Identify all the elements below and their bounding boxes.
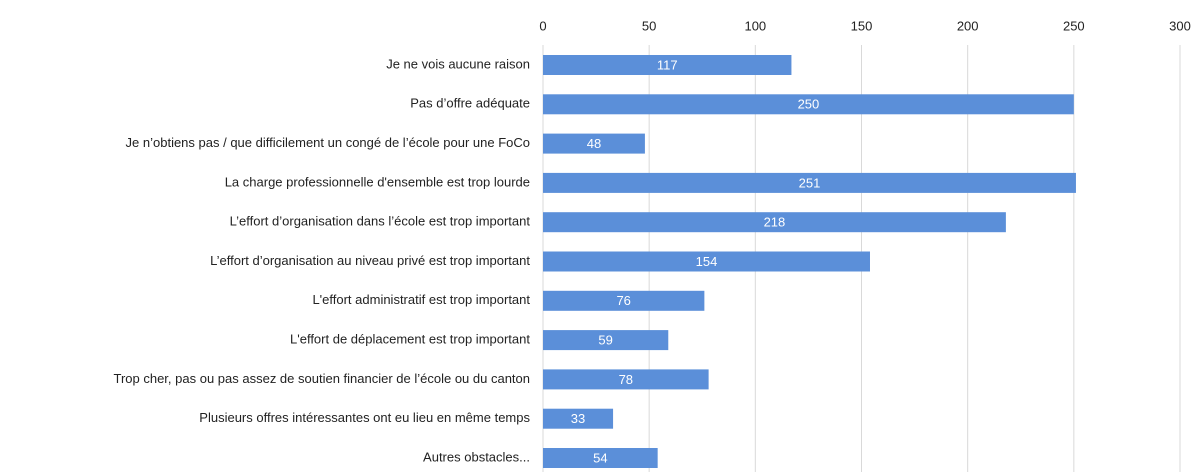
x-tick-label: 200 <box>957 18 979 33</box>
bar <box>543 290 705 311</box>
bar <box>543 55 792 75</box>
y-tick-label: L'effort de déplacement est trop importa… <box>290 332 530 347</box>
bar <box>543 448 658 468</box>
data-label: 78 <box>619 372 633 387</box>
data-label: 154 <box>696 254 718 269</box>
y-tick-label: Plusieurs offres intéressantes ont eu li… <box>199 410 530 425</box>
bar <box>543 408 614 429</box>
bar <box>543 212 1006 233</box>
data-label: 251 <box>799 175 821 190</box>
y-tick-label: Je ne vois aucune raison <box>386 56 530 71</box>
y-tick-label: Je n’obtiens pas / que difficilement un … <box>126 135 530 150</box>
x-tick-label: 250 <box>1063 18 1085 33</box>
x-tick-label: 150 <box>851 18 873 33</box>
x-tick-label: 300 <box>1169 18 1191 33</box>
y-tick-label: L’effort d’organisation dans l’école est… <box>230 214 531 229</box>
y-tick-label: L'effort administratif est trop importan… <box>312 292 530 307</box>
bar <box>543 369 709 390</box>
y-tick-label: La charge professionnelle d'ensemble est… <box>225 174 530 189</box>
y-tick-label: Trop cher, pas ou pas assez de soutien f… <box>113 371 530 386</box>
bar <box>543 172 1076 193</box>
data-label: 117 <box>657 57 678 72</box>
x-tick-label: 0 <box>539 18 546 33</box>
data-label: 54 <box>593 450 607 465</box>
data-label: 59 <box>598 333 612 348</box>
bar <box>543 94 1074 115</box>
x-tick-label: 100 <box>744 18 766 33</box>
x-tick-label: 50 <box>642 18 656 33</box>
data-label: 218 <box>764 215 786 230</box>
bar <box>543 330 669 351</box>
y-tick-label: L’effort d’organisation au niveau privé … <box>210 253 530 268</box>
y-tick-label: Pas d’offre adéquate <box>410 96 530 111</box>
data-label: 48 <box>587 136 601 151</box>
bar <box>543 251 870 272</box>
bar <box>543 133 645 154</box>
data-label: 250 <box>798 97 820 112</box>
data-label: 33 <box>571 411 585 426</box>
data-label: 76 <box>616 293 630 308</box>
y-tick-label: Autres obstacles... <box>423 449 530 464</box>
